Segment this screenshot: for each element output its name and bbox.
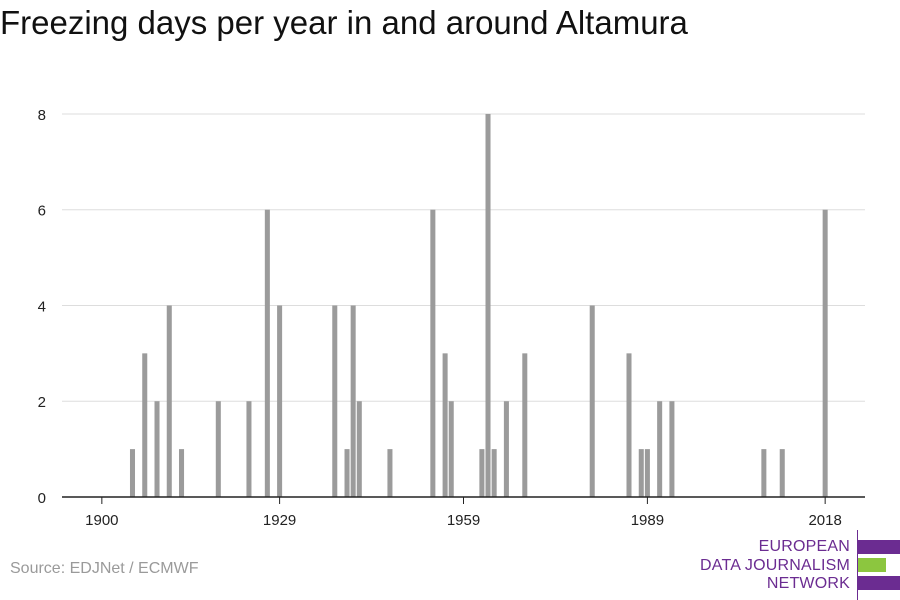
bar-1993 — [669, 401, 675, 497]
bar-1924 — [246, 401, 252, 497]
bar-1991 — [657, 401, 663, 497]
bar-1907 — [142, 353, 148, 497]
bar-1966 — [503, 401, 509, 497]
bar-1988 — [638, 449, 644, 497]
logo-line-3: NETWORK — [766, 575, 850, 592]
bar-1919 — [215, 401, 221, 497]
bar-1980 — [589, 305, 595, 497]
bar-1989 — [644, 449, 650, 497]
x-tick-label: 1989 — [631, 512, 664, 529]
y-tick-label: 8 — [38, 107, 46, 124]
source-note: Source: EDJNet / ECMWF — [10, 560, 199, 577]
bar-2018 — [822, 209, 828, 498]
logo-line-1: EUROPEAN — [758, 538, 850, 555]
bar-1963 — [485, 113, 491, 498]
chart-title: Freezing days per year in and around Alt… — [0, 4, 688, 41]
bar-1927 — [264, 209, 270, 498]
bar-1962 — [479, 449, 485, 497]
axes — [62, 496, 865, 504]
y-tick-labels: 0 2 4 6 8 — [38, 107, 46, 507]
bar-2008 — [761, 449, 767, 497]
bar-1913 — [179, 449, 185, 497]
bar-1986 — [626, 353, 632, 497]
bar-1947 — [387, 449, 393, 497]
bar-1957 — [448, 401, 454, 497]
bar-1941 — [350, 305, 356, 497]
x-tick-label: 1929 — [263, 512, 296, 529]
y-tick-label: 2 — [38, 394, 46, 411]
bar-1905 — [129, 449, 136, 497]
bar-1942 — [356, 401, 362, 497]
y-tick-label: 6 — [38, 203, 46, 220]
logo-bar-top — [858, 540, 900, 554]
bar-1954 — [430, 209, 436, 498]
bar-1969 — [522, 353, 528, 497]
bar-1940 — [344, 449, 350, 497]
logo-text: EUROPEAN DATA JOURNALISM NETWORK — [700, 538, 850, 594]
bar-1911 — [166, 305, 172, 497]
x-tick-label: 1959 — [447, 512, 480, 529]
bar-1938 — [332, 305, 338, 497]
bar-2011 — [779, 449, 785, 497]
logo-divider — [857, 530, 858, 600]
bar-1909 — [154, 401, 160, 497]
x-tick-labels: 1900 1929 1959 1989 2018 — [85, 512, 842, 529]
x-tick-label: 1900 — [85, 512, 118, 529]
y-tick-label: 4 — [38, 298, 46, 315]
grid-lines — [62, 113, 865, 402]
bars — [129, 113, 828, 498]
logo-line-2: DATA JOURNALISM — [700, 556, 850, 574]
x-tick-label: 2018 — [808, 512, 841, 529]
bar-1964 — [491, 449, 497, 497]
y-tick-label: 0 — [38, 490, 46, 507]
logo-bar-bottom — [858, 576, 900, 590]
edjnet-logo: EUROPEAN DATA JOURNALISM NETWORK — [690, 530, 900, 600]
logo-bar-middle — [858, 558, 886, 572]
bar-1929 — [277, 305, 283, 497]
bar-1956 — [442, 353, 448, 497]
